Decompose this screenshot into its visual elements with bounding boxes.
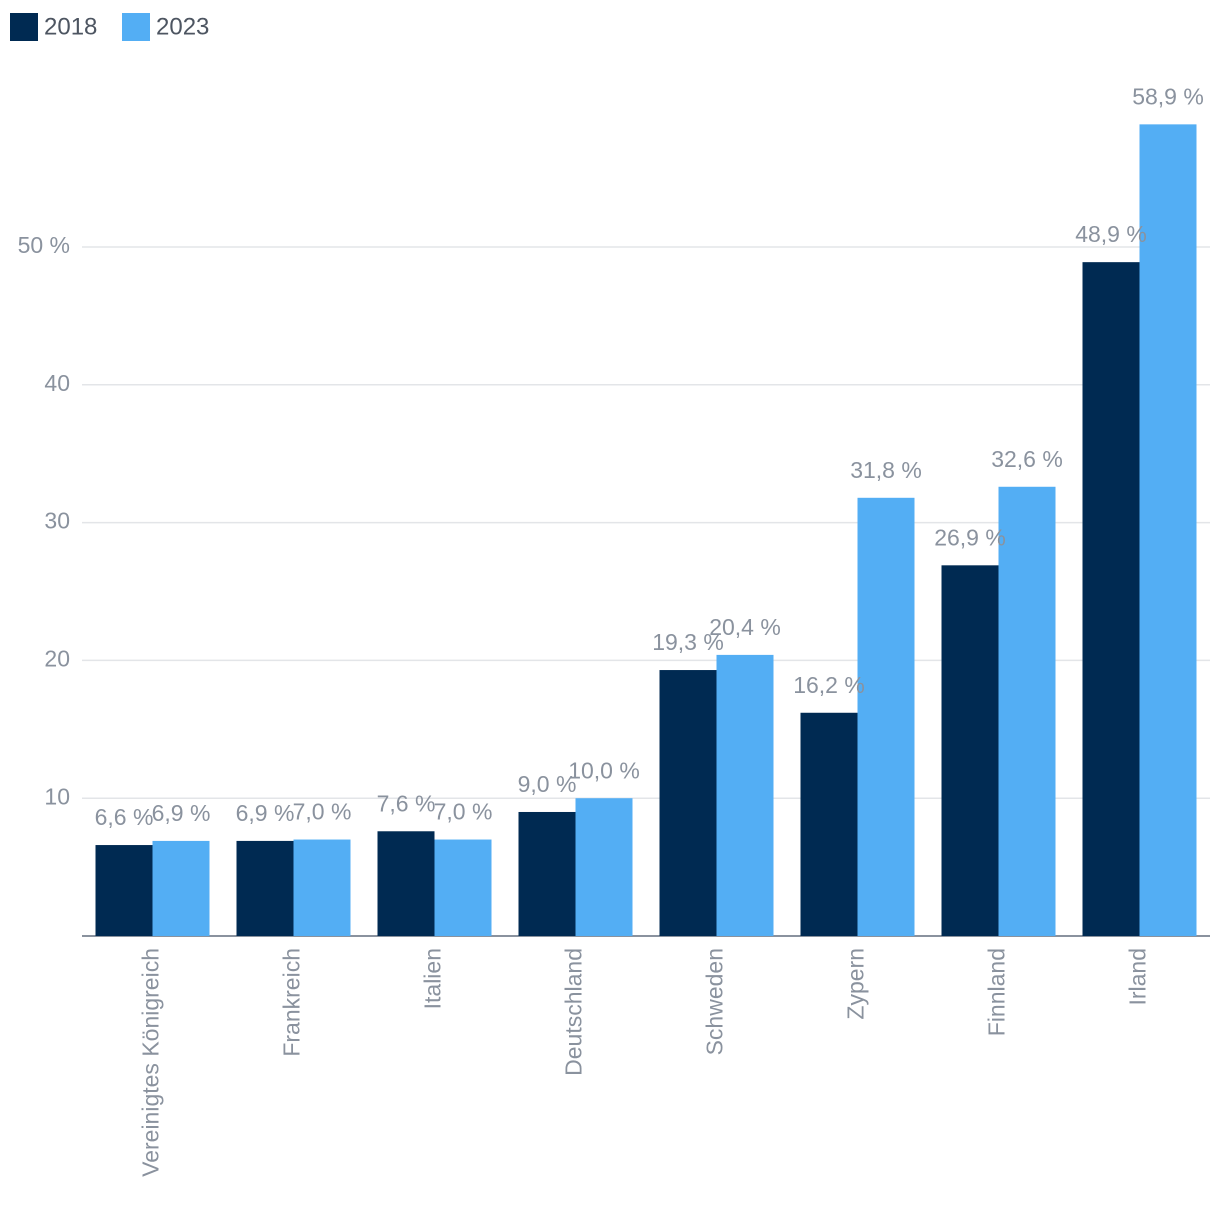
y-tick-label: 40 — [44, 370, 70, 396]
value-label: 9,0 % — [518, 771, 577, 797]
value-label: 31,8 % — [850, 457, 922, 483]
bar — [716, 654, 774, 936]
value-label: 48,9 % — [1075, 221, 1147, 247]
y-tick-label: 50 % — [18, 232, 70, 258]
x-tick-label: Deutschland — [561, 948, 587, 1076]
bar — [236, 840, 294, 936]
bar — [659, 670, 717, 936]
x-tick-label: Vereinigtes Königreich — [138, 948, 164, 1177]
bar — [518, 811, 576, 936]
x-tick-label: Zypern — [843, 948, 869, 1020]
x-tick-label: Irland — [1125, 948, 1151, 1006]
value-label: 7,0 % — [434, 799, 493, 825]
value-label: 19,3 % — [652, 629, 724, 655]
bar — [998, 486, 1056, 936]
bar — [293, 839, 351, 936]
legend-swatch — [122, 13, 150, 41]
value-label: 7,6 % — [377, 790, 436, 816]
value-label: 32,6 % — [991, 446, 1063, 472]
value-label: 58,9 % — [1132, 83, 1204, 109]
y-tick-label: 10 — [44, 783, 70, 809]
x-tick-label: Frankreich — [279, 948, 305, 1057]
value-label: 6,6 % — [95, 804, 154, 830]
bar — [95, 845, 153, 936]
bar — [575, 798, 633, 936]
bar — [857, 497, 915, 936]
legend-label: 2023 — [156, 13, 209, 40]
legend-label: 2018 — [44, 13, 97, 40]
bar — [377, 831, 435, 936]
legend-swatch — [10, 13, 38, 41]
bar — [941, 565, 999, 936]
bar — [800, 712, 858, 936]
value-label: 20,4 % — [709, 614, 781, 640]
value-label: 6,9 % — [236, 800, 295, 826]
x-tick-label: Italien — [420, 948, 446, 1009]
x-tick-label: Schweden — [702, 948, 728, 1055]
y-tick-label: 20 — [44, 645, 70, 671]
value-label: 7,0 % — [293, 799, 352, 825]
value-label: 16,2 % — [793, 672, 865, 698]
value-label: 6,9 % — [152, 800, 211, 826]
bar — [1139, 124, 1197, 936]
x-tick-label: Finnland — [984, 948, 1010, 1036]
bar — [434, 839, 492, 936]
value-label: 10,0 % — [568, 757, 640, 783]
bar — [1082, 262, 1140, 937]
y-tick-label: 30 — [44, 508, 70, 534]
bar — [152, 840, 210, 936]
value-label: 26,9 % — [934, 524, 1006, 550]
